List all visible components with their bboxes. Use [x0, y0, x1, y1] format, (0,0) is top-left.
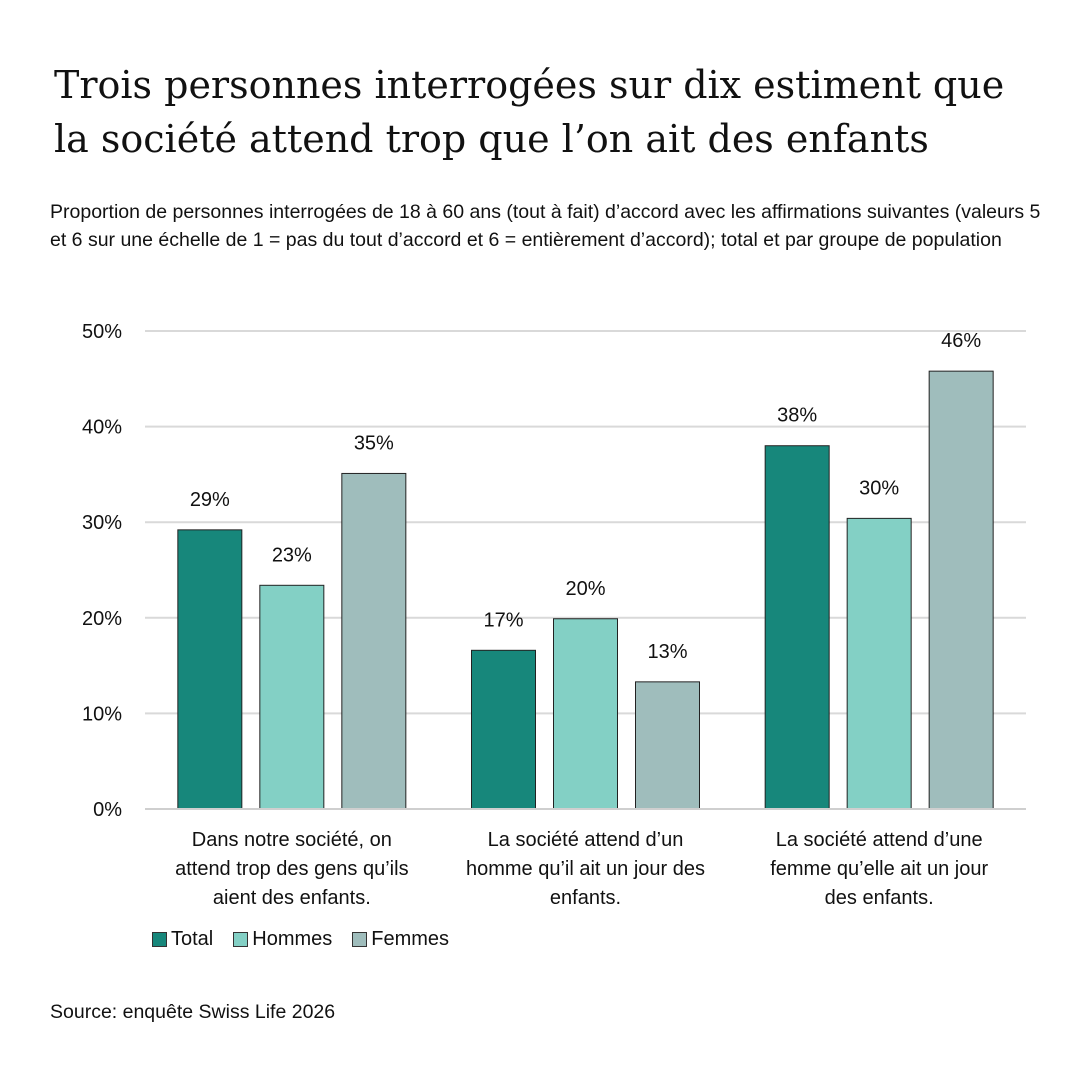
source-note: Source: enquête Swiss Life 2026: [50, 1001, 336, 1023]
data-label: 38%: [777, 405, 817, 427]
data-label: 35%: [354, 432, 394, 454]
legend-label-hommes: Hommes: [252, 928, 333, 950]
bar: [635, 681, 700, 810]
legend-swatch-hommes: [233, 932, 249, 947]
x-tick-label: des enfants.: [825, 887, 934, 909]
y-tick-label: 20%: [82, 608, 122, 630]
data-label: 23%: [272, 544, 312, 566]
legend-label-femmes: Femmes: [371, 928, 450, 950]
x-tick-label: La société attend d’une: [776, 829, 983, 851]
y-tick-label: 0%: [93, 799, 122, 821]
x-tick-label: Dans notre société, on: [192, 829, 392, 851]
chart-legend: Total Hommes Femmes: [152, 928, 449, 951]
legend-item-hommes: Hommes: [233, 928, 332, 951]
bar: [846, 517, 912, 810]
bar: [553, 618, 618, 810]
data-label: 46%: [941, 330, 981, 352]
x-tick-label: enfants.: [550, 887, 621, 909]
x-tick-label: homme qu’il ait un jour des: [466, 858, 705, 880]
bar: [177, 529, 243, 810]
legend-swatch-femmes: [352, 932, 368, 947]
bar: [259, 584, 325, 810]
data-label: 13%: [647, 641, 687, 663]
x-tick-label: aient des enfants.: [213, 887, 371, 909]
data-label: 17%: [483, 609, 523, 631]
bar: [764, 445, 830, 810]
y-tick-label: 10%: [82, 703, 122, 725]
x-tick-label: attend trop des gens qu’ils: [175, 858, 409, 880]
y-tick-label: 50%: [82, 321, 122, 343]
data-label: 30%: [859, 477, 899, 499]
bar: [471, 649, 536, 810]
x-tick-label: femme qu’elle ait un jour: [770, 858, 988, 880]
chart-subtitle: Proportion de personnes interrogées de 1…: [50, 201, 1041, 251]
chart-title: Trois personnes interrogées sur dix esti…: [54, 63, 1005, 161]
y-tick-label: 40%: [82, 417, 122, 439]
legend-swatch-total: [152, 932, 167, 947]
data-label: 20%: [565, 578, 605, 600]
bar: [928, 370, 994, 810]
legend-label-total: Total: [171, 928, 214, 950]
data-label: 29%: [190, 489, 230, 511]
legend-item-femmes: Femmes: [352, 928, 449, 951]
bar: [341, 472, 407, 810]
y-tick-label: 30%: [82, 512, 122, 534]
legend-item-total: Total: [152, 928, 213, 951]
x-tick-label: La société attend d’un: [488, 829, 684, 851]
